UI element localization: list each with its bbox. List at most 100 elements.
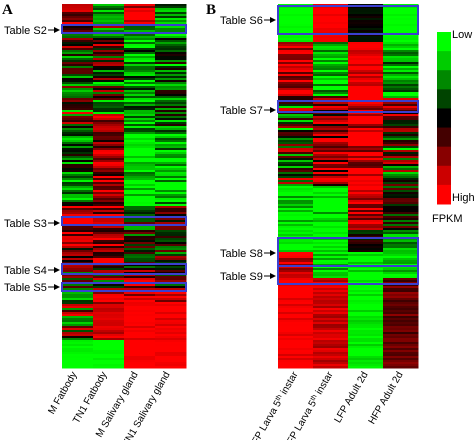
heatmap-cell bbox=[313, 178, 349, 181]
heatmap-cell bbox=[348, 232, 384, 235]
heatmap-cell bbox=[124, 340, 156, 343]
heatmap-cell bbox=[313, 336, 349, 339]
heatmap-cell bbox=[124, 68, 156, 71]
heatmap-cell bbox=[93, 6, 125, 9]
heatmap-cell bbox=[93, 324, 125, 327]
heatmap-cell bbox=[124, 120, 156, 123]
heatmap-cell bbox=[62, 66, 94, 69]
heatmap-cell bbox=[278, 178, 314, 181]
heatmap-cell bbox=[278, 240, 314, 243]
heatmap-cell bbox=[348, 184, 384, 187]
heatmap-cell bbox=[155, 46, 187, 49]
heatmap-cell bbox=[124, 346, 156, 349]
heatmap-cell bbox=[278, 350, 314, 353]
heatmap-cell bbox=[278, 256, 314, 259]
heatmap-cell bbox=[348, 54, 384, 57]
heatmap-cell bbox=[383, 266, 419, 269]
heatmap-cell bbox=[155, 120, 187, 123]
heatmap-cell bbox=[313, 28, 349, 31]
heatmap-cell bbox=[278, 22, 314, 25]
heatmap-cell bbox=[278, 116, 314, 119]
heatmap-cell bbox=[313, 312, 349, 315]
heatmap-cell bbox=[155, 270, 187, 273]
heatmap-cell bbox=[124, 84, 156, 87]
heatmap-cell bbox=[124, 276, 156, 279]
heatmap-cell bbox=[278, 244, 314, 247]
heatmap-cell bbox=[155, 288, 187, 291]
heatmap-cell bbox=[278, 258, 314, 261]
heatmap-cell bbox=[155, 300, 187, 303]
heatmap-cell bbox=[93, 298, 125, 301]
highlight-box bbox=[61, 263, 187, 275]
heatmap-cell bbox=[93, 170, 125, 173]
heatmap-cell bbox=[348, 312, 384, 315]
heatmap-cell bbox=[155, 284, 187, 287]
heatmap-cell bbox=[62, 222, 94, 225]
heatmap-cell bbox=[62, 230, 94, 233]
heatmap-cell bbox=[62, 186, 94, 189]
heatmap-cell bbox=[155, 78, 187, 81]
heatmap-cell bbox=[155, 50, 187, 53]
heatmap-cell bbox=[124, 270, 156, 273]
heatmap-cell bbox=[124, 300, 156, 303]
heatmap-cell bbox=[93, 330, 125, 333]
heatmap-cell bbox=[155, 4, 187, 7]
heatmap-cell bbox=[348, 154, 384, 157]
heatmap-cell bbox=[124, 6, 156, 9]
heatmap-cell bbox=[313, 204, 349, 207]
heatmap-cell bbox=[93, 16, 125, 19]
heatmap-cell bbox=[62, 332, 94, 335]
heatmap-cell bbox=[278, 238, 314, 241]
heatmap-cell bbox=[93, 184, 125, 187]
heatmap-cell bbox=[313, 186, 349, 189]
heatmap-cell bbox=[348, 140, 384, 143]
heatmap-cell bbox=[278, 362, 314, 365]
heatmap-cell bbox=[155, 124, 187, 127]
heatmap-cell bbox=[124, 210, 156, 213]
heatmap-cell bbox=[383, 326, 419, 329]
heatmap-cell bbox=[124, 64, 156, 67]
heatmap-cell bbox=[348, 244, 384, 247]
heatmap-cell bbox=[383, 312, 419, 315]
heatmap-cell bbox=[348, 306, 384, 309]
heatmap-cell bbox=[313, 342, 349, 345]
heatmap-cell bbox=[383, 360, 419, 363]
heatmap-cell bbox=[348, 12, 384, 15]
heatmap-cell bbox=[62, 350, 94, 353]
heatmap-cell bbox=[124, 344, 156, 347]
heatmap-cell bbox=[383, 322, 419, 325]
heatmap-cell bbox=[313, 240, 349, 243]
heatmap-cell bbox=[383, 202, 419, 205]
heatmap-cell bbox=[155, 6, 187, 9]
heatmap-cell bbox=[124, 292, 156, 295]
heatmap-cell bbox=[124, 364, 156, 367]
heatmap-cell bbox=[313, 244, 349, 247]
callout-table-s2: Table S2 bbox=[4, 25, 47, 37]
heatmap-cell bbox=[348, 68, 384, 71]
heatmap-cell bbox=[348, 326, 384, 329]
heatmap-cell bbox=[93, 98, 125, 101]
heatmap-cell bbox=[348, 322, 384, 325]
heatmap-cell bbox=[313, 92, 349, 95]
heatmap-cell bbox=[62, 266, 94, 269]
heatmap-cell bbox=[93, 270, 125, 273]
heatmap-cell bbox=[383, 92, 419, 95]
heatmap-cell bbox=[124, 126, 156, 129]
heatmap-cell bbox=[155, 52, 187, 55]
heatmap-cell bbox=[62, 220, 94, 223]
heatmap-cell bbox=[93, 132, 125, 135]
heatmap-cell bbox=[313, 120, 349, 123]
heatmap-cell bbox=[93, 196, 125, 199]
heatmap-cell bbox=[348, 78, 384, 81]
heatmap-cell bbox=[155, 14, 187, 17]
heatmap-cell bbox=[313, 234, 349, 237]
heatmap-cell bbox=[155, 312, 187, 315]
heatmap-cell bbox=[313, 310, 349, 313]
heatmap-cell bbox=[124, 192, 156, 195]
heatmap-cell bbox=[93, 96, 125, 99]
heatmap-cell bbox=[93, 108, 125, 111]
heatmap-cell bbox=[348, 346, 384, 349]
heatmap-cell bbox=[155, 276, 187, 279]
heatmap-cell bbox=[124, 144, 156, 147]
heatmap-cell bbox=[155, 166, 187, 169]
